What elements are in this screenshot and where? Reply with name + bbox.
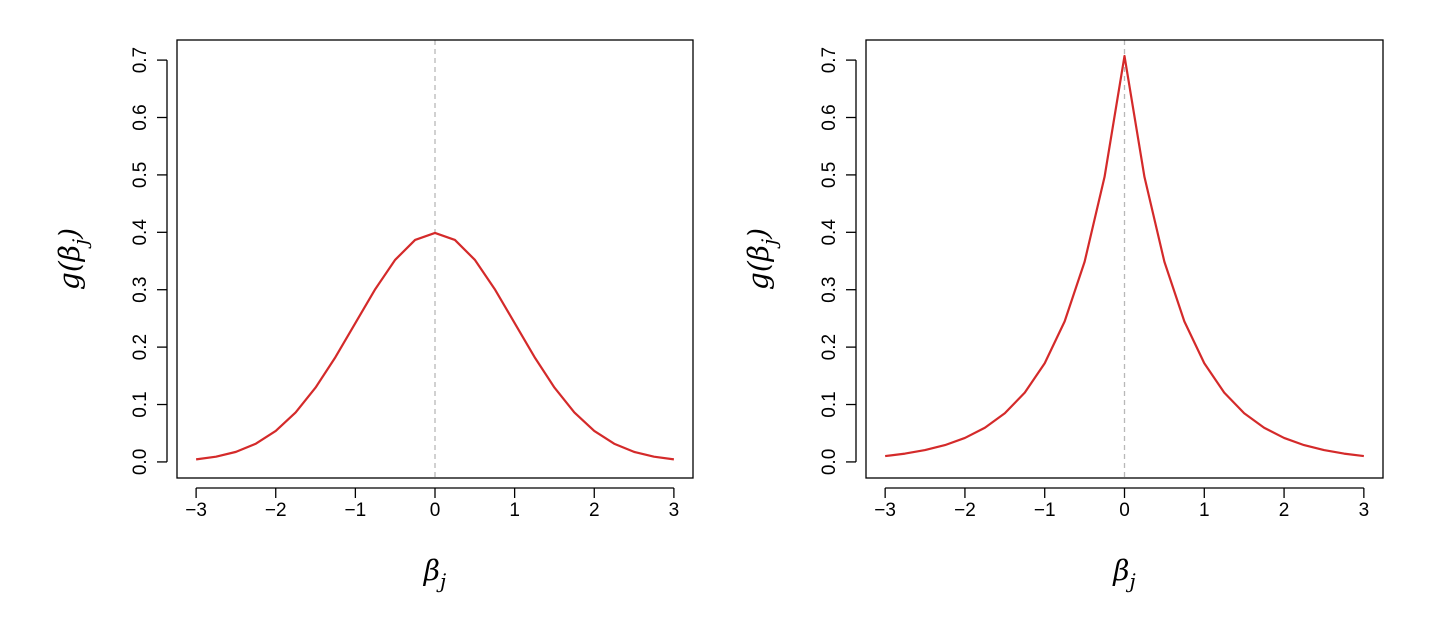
y-axis-label: g(βj) — [742, 228, 781, 290]
x-tick-label: −3 — [185, 500, 207, 521]
plot-frame — [865, 39, 1384, 479]
y-tick-label: 0.7 — [130, 47, 151, 73]
y-axis-label-base: g(β — [742, 245, 775, 290]
y-axis-label-subscript: j — [68, 239, 92, 249]
density-curve — [885, 54, 1364, 458]
y-tick-label: 0.5 — [130, 162, 151, 188]
y-tick-label: 0.3 — [130, 277, 151, 303]
x-tick-label: 0 — [430, 500, 441, 521]
y-tick-label: 0.6 — [819, 104, 840, 130]
x-tick-label: 1 — [1199, 500, 1210, 521]
y-tick-label: 0.2 — [130, 334, 151, 360]
x-axis-label-subscript: j — [436, 569, 446, 593]
y-axis-label-base: g(β — [53, 245, 86, 290]
panel: −3 −2 −1 0 1 2 30.00.10.20.30.40.50.60.7βjg(βj… — [53, 39, 694, 593]
x-tick-label: −3 — [874, 500, 896, 521]
plot-frame — [176, 39, 694, 479]
y-axis-label: g(βj) — [53, 228, 92, 290]
density-curve — [195, 231, 675, 461]
y-tick-label: 0.3 — [819, 277, 840, 303]
x-tick-label: 2 — [1279, 500, 1290, 521]
x-axis-label: βj — [1112, 554, 1135, 593]
y-tick-label: 0.1 — [819, 391, 840, 417]
y-axis-label-close: ) — [53, 228, 86, 240]
x-tick-label: 1 — [509, 500, 520, 521]
y-tick-label: 0.5 — [819, 162, 840, 188]
y-tick-label: 0.6 — [130, 104, 151, 130]
x-tick-label: 3 — [1359, 500, 1370, 521]
panel: −3 −2 −1 0 1 2 30.00.10.20.30.40.50.60.7βjg(βj… — [742, 39, 1384, 593]
x-tick-label: 2 — [589, 500, 600, 521]
y-tick-label: 0.0 — [819, 449, 840, 475]
x-tick-label: 0 — [1119, 500, 1130, 521]
y-axis-label-close: ) — [742, 228, 775, 240]
x-tick-label: −2 — [954, 500, 976, 521]
y-tick-label: 0.0 — [130, 449, 151, 475]
x-axis-label-subscript: j — [1125, 569, 1135, 593]
x-axis-label-base: β — [423, 554, 440, 587]
x-tick-label: −2 — [265, 500, 287, 521]
y-tick-label: 0.7 — [819, 47, 840, 73]
x-tick-label: 3 — [669, 500, 680, 521]
y-tick-label: 0.4 — [130, 219, 151, 246]
y-tick-label: 0.4 — [819, 219, 840, 246]
x-axis-label: βj — [423, 554, 446, 593]
x-tick-label: −1 — [1034, 500, 1056, 521]
x-tick-label: −1 — [345, 500, 367, 521]
y-axis-label-subscript: j — [757, 239, 781, 249]
y-tick-label: 0.2 — [819, 334, 840, 360]
x-axis-label-base: β — [1112, 554, 1129, 587]
y-tick-label: 0.1 — [130, 391, 151, 417]
